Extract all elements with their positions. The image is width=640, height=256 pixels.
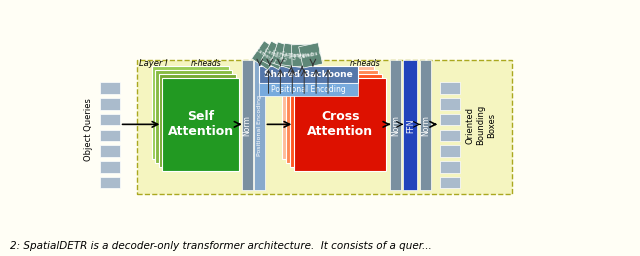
Text: Camera 4: Camera 4 — [280, 51, 305, 59]
Text: Camera 3: Camera 3 — [271, 49, 296, 61]
FancyBboxPatch shape — [286, 70, 378, 163]
FancyBboxPatch shape — [291, 74, 382, 167]
FancyBboxPatch shape — [390, 60, 401, 190]
Polygon shape — [271, 42, 297, 69]
FancyBboxPatch shape — [100, 114, 120, 125]
Text: Self
Attention: Self Attention — [168, 110, 234, 138]
Text: Object Queries: Object Queries — [84, 98, 93, 161]
Text: Norm: Norm — [421, 115, 430, 136]
Text: 2: SpatialDETR is a decoder-only transformer architecture.  It consists of a que: 2: SpatialDETR is a decoder-only transfo… — [10, 241, 431, 251]
FancyBboxPatch shape — [440, 82, 460, 94]
FancyBboxPatch shape — [403, 60, 417, 190]
Text: Cross
Attention: Cross Attention — [307, 110, 374, 138]
Text: Camera 1: Camera 1 — [255, 46, 277, 64]
FancyBboxPatch shape — [100, 177, 120, 188]
FancyBboxPatch shape — [152, 66, 229, 159]
FancyBboxPatch shape — [242, 60, 253, 190]
FancyBboxPatch shape — [100, 98, 120, 110]
FancyBboxPatch shape — [440, 145, 460, 157]
Text: Oriented
Bounding
Boxes: Oriented Bounding Boxes — [466, 105, 495, 145]
Text: Norm: Norm — [392, 115, 401, 136]
Polygon shape — [261, 41, 289, 70]
Text: Camera 2: Camera 2 — [263, 48, 287, 63]
FancyBboxPatch shape — [163, 78, 239, 171]
FancyBboxPatch shape — [259, 83, 358, 96]
Text: Positional Encoding: Positional Encoding — [257, 95, 262, 156]
FancyBboxPatch shape — [159, 74, 236, 167]
Polygon shape — [299, 43, 323, 68]
FancyBboxPatch shape — [156, 70, 232, 163]
FancyBboxPatch shape — [282, 66, 374, 159]
FancyBboxPatch shape — [440, 161, 460, 173]
Text: n-heads: n-heads — [350, 59, 381, 68]
Text: Layer l: Layer l — [138, 59, 167, 68]
Polygon shape — [291, 44, 312, 67]
Text: Camera 6: Camera 6 — [298, 50, 323, 60]
FancyBboxPatch shape — [420, 60, 431, 190]
FancyBboxPatch shape — [253, 60, 264, 190]
FancyBboxPatch shape — [259, 66, 358, 83]
Text: Positional Encoding: Positional Encoding — [271, 85, 346, 94]
Text: Norm: Norm — [243, 115, 252, 136]
Text: Camera 5: Camera 5 — [290, 52, 314, 58]
Text: Shared Backbone: Shared Backbone — [264, 70, 353, 79]
Text: FFN: FFN — [406, 118, 415, 133]
FancyBboxPatch shape — [440, 114, 460, 125]
FancyBboxPatch shape — [100, 82, 120, 94]
Text: n-heads: n-heads — [191, 59, 222, 68]
FancyBboxPatch shape — [137, 60, 511, 194]
Polygon shape — [252, 41, 280, 70]
FancyBboxPatch shape — [440, 177, 460, 188]
FancyBboxPatch shape — [440, 98, 460, 110]
FancyBboxPatch shape — [294, 78, 386, 171]
FancyBboxPatch shape — [100, 161, 120, 173]
FancyBboxPatch shape — [440, 130, 460, 141]
FancyBboxPatch shape — [100, 145, 120, 157]
FancyBboxPatch shape — [100, 130, 120, 141]
Polygon shape — [282, 43, 304, 68]
